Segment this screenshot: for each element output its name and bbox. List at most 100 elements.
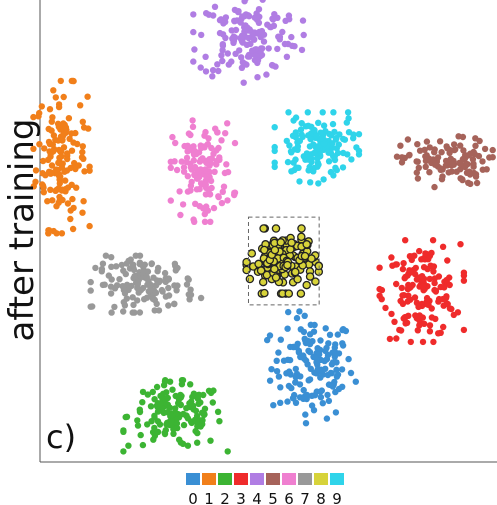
point-class-0 bbox=[292, 373, 299, 381]
point-class-7 bbox=[120, 267, 127, 274]
point-class-6 bbox=[191, 163, 199, 171]
point-class-7 bbox=[155, 307, 163, 314]
point-class-4 bbox=[236, 47, 243, 54]
point-class-6 bbox=[172, 139, 179, 147]
point-class-7 bbox=[136, 260, 143, 268]
point-class-1 bbox=[39, 157, 47, 165]
point-class-0 bbox=[317, 337, 324, 344]
point-class-6 bbox=[201, 218, 209, 225]
point-class-2 bbox=[209, 399, 216, 406]
point-class-9 bbox=[350, 135, 357, 142]
point-class-8 bbox=[259, 224, 268, 233]
point-class-9 bbox=[315, 161, 322, 168]
point-class-5 bbox=[450, 141, 458, 148]
point-class-8 bbox=[270, 245, 280, 255]
point-class-4 bbox=[298, 46, 306, 54]
point-class-2 bbox=[173, 420, 180, 427]
point-class-7 bbox=[92, 264, 99, 272]
point-class-5 bbox=[398, 159, 406, 166]
point-class-4 bbox=[197, 64, 204, 71]
point-class-2 bbox=[120, 428, 127, 435]
point-class-5 bbox=[472, 171, 480, 178]
point-class-0 bbox=[266, 332, 274, 339]
point-class-4 bbox=[215, 67, 222, 75]
point-class-9 bbox=[326, 130, 333, 138]
point-class-2 bbox=[177, 391, 184, 399]
point-class-3 bbox=[398, 284, 405, 292]
point-class-9 bbox=[339, 164, 347, 171]
point-class-3 bbox=[391, 318, 398, 325]
point-class-2 bbox=[153, 383, 161, 391]
point-class-0 bbox=[304, 337, 312, 345]
point-class-0 bbox=[310, 407, 318, 414]
point-class-1 bbox=[68, 147, 76, 154]
point-class-6 bbox=[224, 197, 231, 204]
point-class-5 bbox=[413, 158, 420, 165]
point-class-2 bbox=[149, 388, 156, 396]
point-class-2 bbox=[216, 418, 223, 425]
point-class-5 bbox=[473, 179, 481, 187]
point-class-6 bbox=[191, 171, 198, 179]
point-class-1 bbox=[49, 114, 56, 121]
point-class-7 bbox=[171, 260, 179, 267]
point-class-1 bbox=[78, 154, 86, 161]
legend-label-8: 8 bbox=[316, 490, 326, 505]
point-class-3 bbox=[397, 297, 404, 305]
point-class-7 bbox=[129, 294, 136, 301]
point-class-8 bbox=[287, 238, 296, 247]
point-class-5 bbox=[459, 133, 467, 141]
point-class-1 bbox=[56, 193, 63, 201]
point-class-9 bbox=[355, 131, 363, 138]
point-class-1 bbox=[58, 153, 65, 160]
point-class-0 bbox=[296, 308, 303, 315]
point-class-0 bbox=[302, 411, 309, 418]
point-class-4 bbox=[229, 35, 236, 42]
point-class-7 bbox=[131, 273, 138, 280]
point-class-0 bbox=[306, 348, 314, 356]
point-class-3 bbox=[422, 250, 429, 257]
point-class-2 bbox=[169, 386, 176, 393]
point-class-2 bbox=[125, 442, 132, 449]
point-class-3 bbox=[423, 294, 431, 302]
point-class-3 bbox=[404, 285, 412, 293]
point-class-4 bbox=[202, 68, 210, 75]
point-class-0 bbox=[277, 399, 284, 406]
point-class-4 bbox=[255, 19, 263, 26]
point-class-1 bbox=[86, 222, 93, 230]
point-class-3 bbox=[440, 323, 447, 331]
legend-swatch-8 bbox=[314, 473, 328, 485]
point-class-3 bbox=[413, 276, 421, 283]
point-class-1 bbox=[65, 115, 73, 122]
point-class-7 bbox=[108, 263, 115, 270]
point-class-7 bbox=[171, 282, 178, 289]
point-class-3 bbox=[399, 265, 407, 273]
point-class-8 bbox=[271, 273, 281, 282]
point-class-0 bbox=[310, 328, 318, 335]
point-class-5 bbox=[422, 163, 429, 170]
point-class-6 bbox=[180, 168, 188, 175]
point-class-0 bbox=[325, 397, 333, 405]
point-class-6 bbox=[178, 158, 185, 165]
point-class-7 bbox=[120, 308, 127, 315]
point-class-6 bbox=[207, 177, 215, 185]
legend-swatch-9 bbox=[330, 473, 344, 485]
point-class-1 bbox=[52, 187, 59, 194]
point-class-2 bbox=[179, 377, 187, 384]
point-class-5 bbox=[470, 160, 477, 168]
point-class-3 bbox=[376, 264, 383, 271]
point-class-7 bbox=[118, 261, 126, 269]
point-class-9 bbox=[297, 126, 305, 133]
point-class-9 bbox=[292, 156, 299, 163]
point-class-3 bbox=[428, 249, 435, 257]
point-class-2 bbox=[139, 399, 146, 406]
point-class-2 bbox=[151, 412, 158, 419]
point-class-3 bbox=[414, 327, 421, 334]
point-class-1 bbox=[32, 178, 39, 185]
point-class-2 bbox=[150, 436, 157, 443]
point-class-0 bbox=[264, 336, 271, 344]
point-class-5 bbox=[479, 158, 486, 165]
point-class-2 bbox=[187, 381, 194, 388]
point-class-1 bbox=[69, 195, 76, 203]
point-class-4 bbox=[250, 35, 258, 43]
